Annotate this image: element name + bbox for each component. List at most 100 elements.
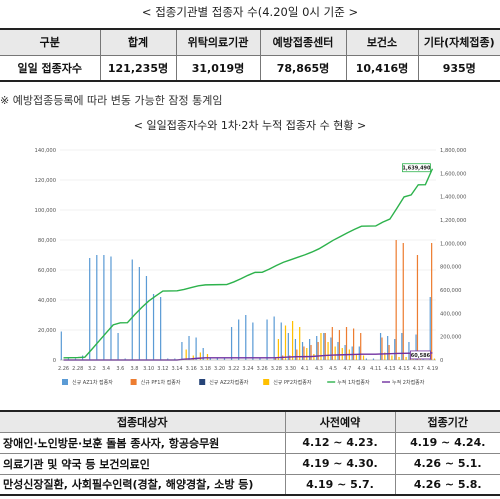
y-right-tick-label: 400,000 bbox=[440, 311, 461, 317]
bar bbox=[252, 322, 254, 360]
vaccination-combo-chart: 1,639,490 60,586 0 20,000 40,000 60,000 80,00… bbox=[35, 148, 467, 386]
provisional-stats-note: ※ 예방접종등록에 따라 변동 가능한 잠정 통계임 bbox=[0, 94, 223, 107]
x-tick-label: 4.15 bbox=[399, 366, 410, 372]
y-right-tick-label: 800,000 bbox=[440, 265, 461, 271]
legend-label: 신규 PF1차 접종자 bbox=[141, 379, 181, 386]
legend-label: 신규 PF2차접종자 bbox=[273, 379, 312, 386]
chart-gridlines bbox=[60, 149, 436, 361]
bar bbox=[67, 358, 70, 360]
section-title-chart: < 일일접종자수와 1차·2차 누적 접종자 수 현황 > bbox=[133, 119, 367, 132]
bar bbox=[296, 349, 298, 360]
bar bbox=[216, 358, 219, 360]
bar bbox=[223, 358, 226, 360]
bar bbox=[415, 334, 417, 360]
x-tick-label: 4.13 bbox=[384, 366, 395, 372]
bar bbox=[431, 243, 433, 360]
bar bbox=[391, 355, 393, 360]
bar bbox=[372, 358, 375, 360]
x-tick-label: 3.10 bbox=[143, 366, 154, 372]
x-tick-label: 3.16 bbox=[186, 366, 197, 372]
bar bbox=[345, 327, 348, 360]
bar bbox=[398, 357, 400, 360]
x-tick-label: 3.28 bbox=[271, 366, 282, 372]
bar bbox=[401, 333, 403, 360]
bar bbox=[429, 297, 431, 360]
x-tick-label: 4.3 bbox=[315, 366, 323, 372]
y-right-tick-label: 1,200,000 bbox=[440, 218, 466, 224]
bar bbox=[358, 346, 360, 360]
bar bbox=[181, 342, 183, 360]
bar bbox=[96, 255, 98, 360]
y-left-tick-label: 0 bbox=[53, 358, 56, 364]
bar bbox=[199, 352, 201, 360]
bar bbox=[299, 327, 301, 360]
bar bbox=[289, 355, 291, 360]
bar bbox=[381, 337, 383, 360]
bar bbox=[331, 327, 333, 360]
x-tick-label: 4.1 bbox=[301, 366, 309, 372]
x-tick-label: 4.11 bbox=[370, 366, 381, 372]
bar bbox=[291, 321, 294, 360]
bar bbox=[89, 258, 91, 360]
legend-swatch bbox=[199, 379, 206, 385]
bar bbox=[266, 319, 268, 360]
x-tick-label: 2.26 bbox=[58, 366, 69, 372]
y-left-tick-label: 100,000 bbox=[35, 208, 56, 214]
bar bbox=[327, 342, 329, 360]
y-left-tick-label: 120,000 bbox=[35, 178, 56, 184]
bar bbox=[388, 345, 390, 360]
header-total: 합계 bbox=[99, 28, 177, 56]
end-value-box bbox=[410, 350, 431, 360]
series-line bbox=[63, 168, 434, 359]
y-left-tick-label: 60,000 bbox=[38, 268, 56, 274]
x-tick-label: 3.4 bbox=[102, 366, 110, 372]
bar bbox=[324, 333, 326, 360]
x-tick-label: 4.7 bbox=[343, 366, 351, 372]
bar bbox=[294, 339, 297, 360]
x-tick-label: 4.9 bbox=[358, 366, 366, 372]
x-tick-label: 3.8 bbox=[131, 366, 139, 372]
bar bbox=[320, 333, 322, 360]
cell-vaccination-center: 78,865명 bbox=[259, 54, 347, 82]
bar bbox=[334, 346, 336, 360]
bar bbox=[185, 349, 187, 360]
header-reservation: 사전예약 bbox=[284, 410, 396, 433]
header-target-group: 접종대상자 bbox=[0, 410, 286, 433]
cell-total: 121,235명 bbox=[99, 54, 177, 82]
y-left-tick-label: 80,000 bbox=[38, 238, 56, 244]
bar bbox=[330, 337, 332, 360]
bar bbox=[60, 331, 62, 360]
header-other: 기타(자체접종) bbox=[417, 28, 500, 56]
bar bbox=[280, 322, 282, 360]
cell-health-center: 10,416명 bbox=[345, 54, 419, 82]
end-value-label: 60,586 bbox=[411, 353, 431, 359]
y-right-tick-label: 1,600,000 bbox=[440, 171, 466, 177]
bar bbox=[351, 346, 353, 360]
header-health-center: 보건소 bbox=[345, 28, 419, 56]
x-tick-label: 3.14 bbox=[171, 366, 182, 372]
bar bbox=[323, 333, 325, 360]
y-right-tick-label: 1,800,000 bbox=[440, 148, 466, 154]
bar bbox=[306, 348, 308, 360]
bar bbox=[174, 358, 176, 360]
bar bbox=[317, 342, 319, 360]
x-tick-label: 3.24 bbox=[242, 366, 253, 372]
bar bbox=[362, 355, 365, 360]
bar bbox=[131, 259, 133, 360]
y-right-tick-label: 1,000,000 bbox=[440, 241, 466, 247]
chart-axes: 0 20,000 40,000 60,000 80,000 100,000 120,000 1… bbox=[35, 148, 467, 372]
bar bbox=[259, 358, 261, 360]
y-left-tick-label: 140,000 bbox=[35, 148, 56, 154]
bar bbox=[230, 327, 233, 360]
y-left-tick-label: 20,000 bbox=[38, 328, 56, 334]
bar bbox=[167, 358, 169, 360]
bar bbox=[124, 358, 126, 360]
cell-consigned-clinic: 31,019명 bbox=[175, 54, 261, 82]
table-row: 만성신장질환, 사회필수인력(경찰, 해양경찰, 소방 등) 4.19 ~ 5.… bbox=[0, 473, 500, 496]
bar bbox=[145, 276, 148, 360]
bar bbox=[117, 333, 119, 360]
vaccination-period: 4.26 ~ 5.8. bbox=[394, 473, 500, 496]
bar bbox=[309, 339, 311, 360]
bar bbox=[338, 330, 341, 360]
bar bbox=[202, 348, 204, 360]
